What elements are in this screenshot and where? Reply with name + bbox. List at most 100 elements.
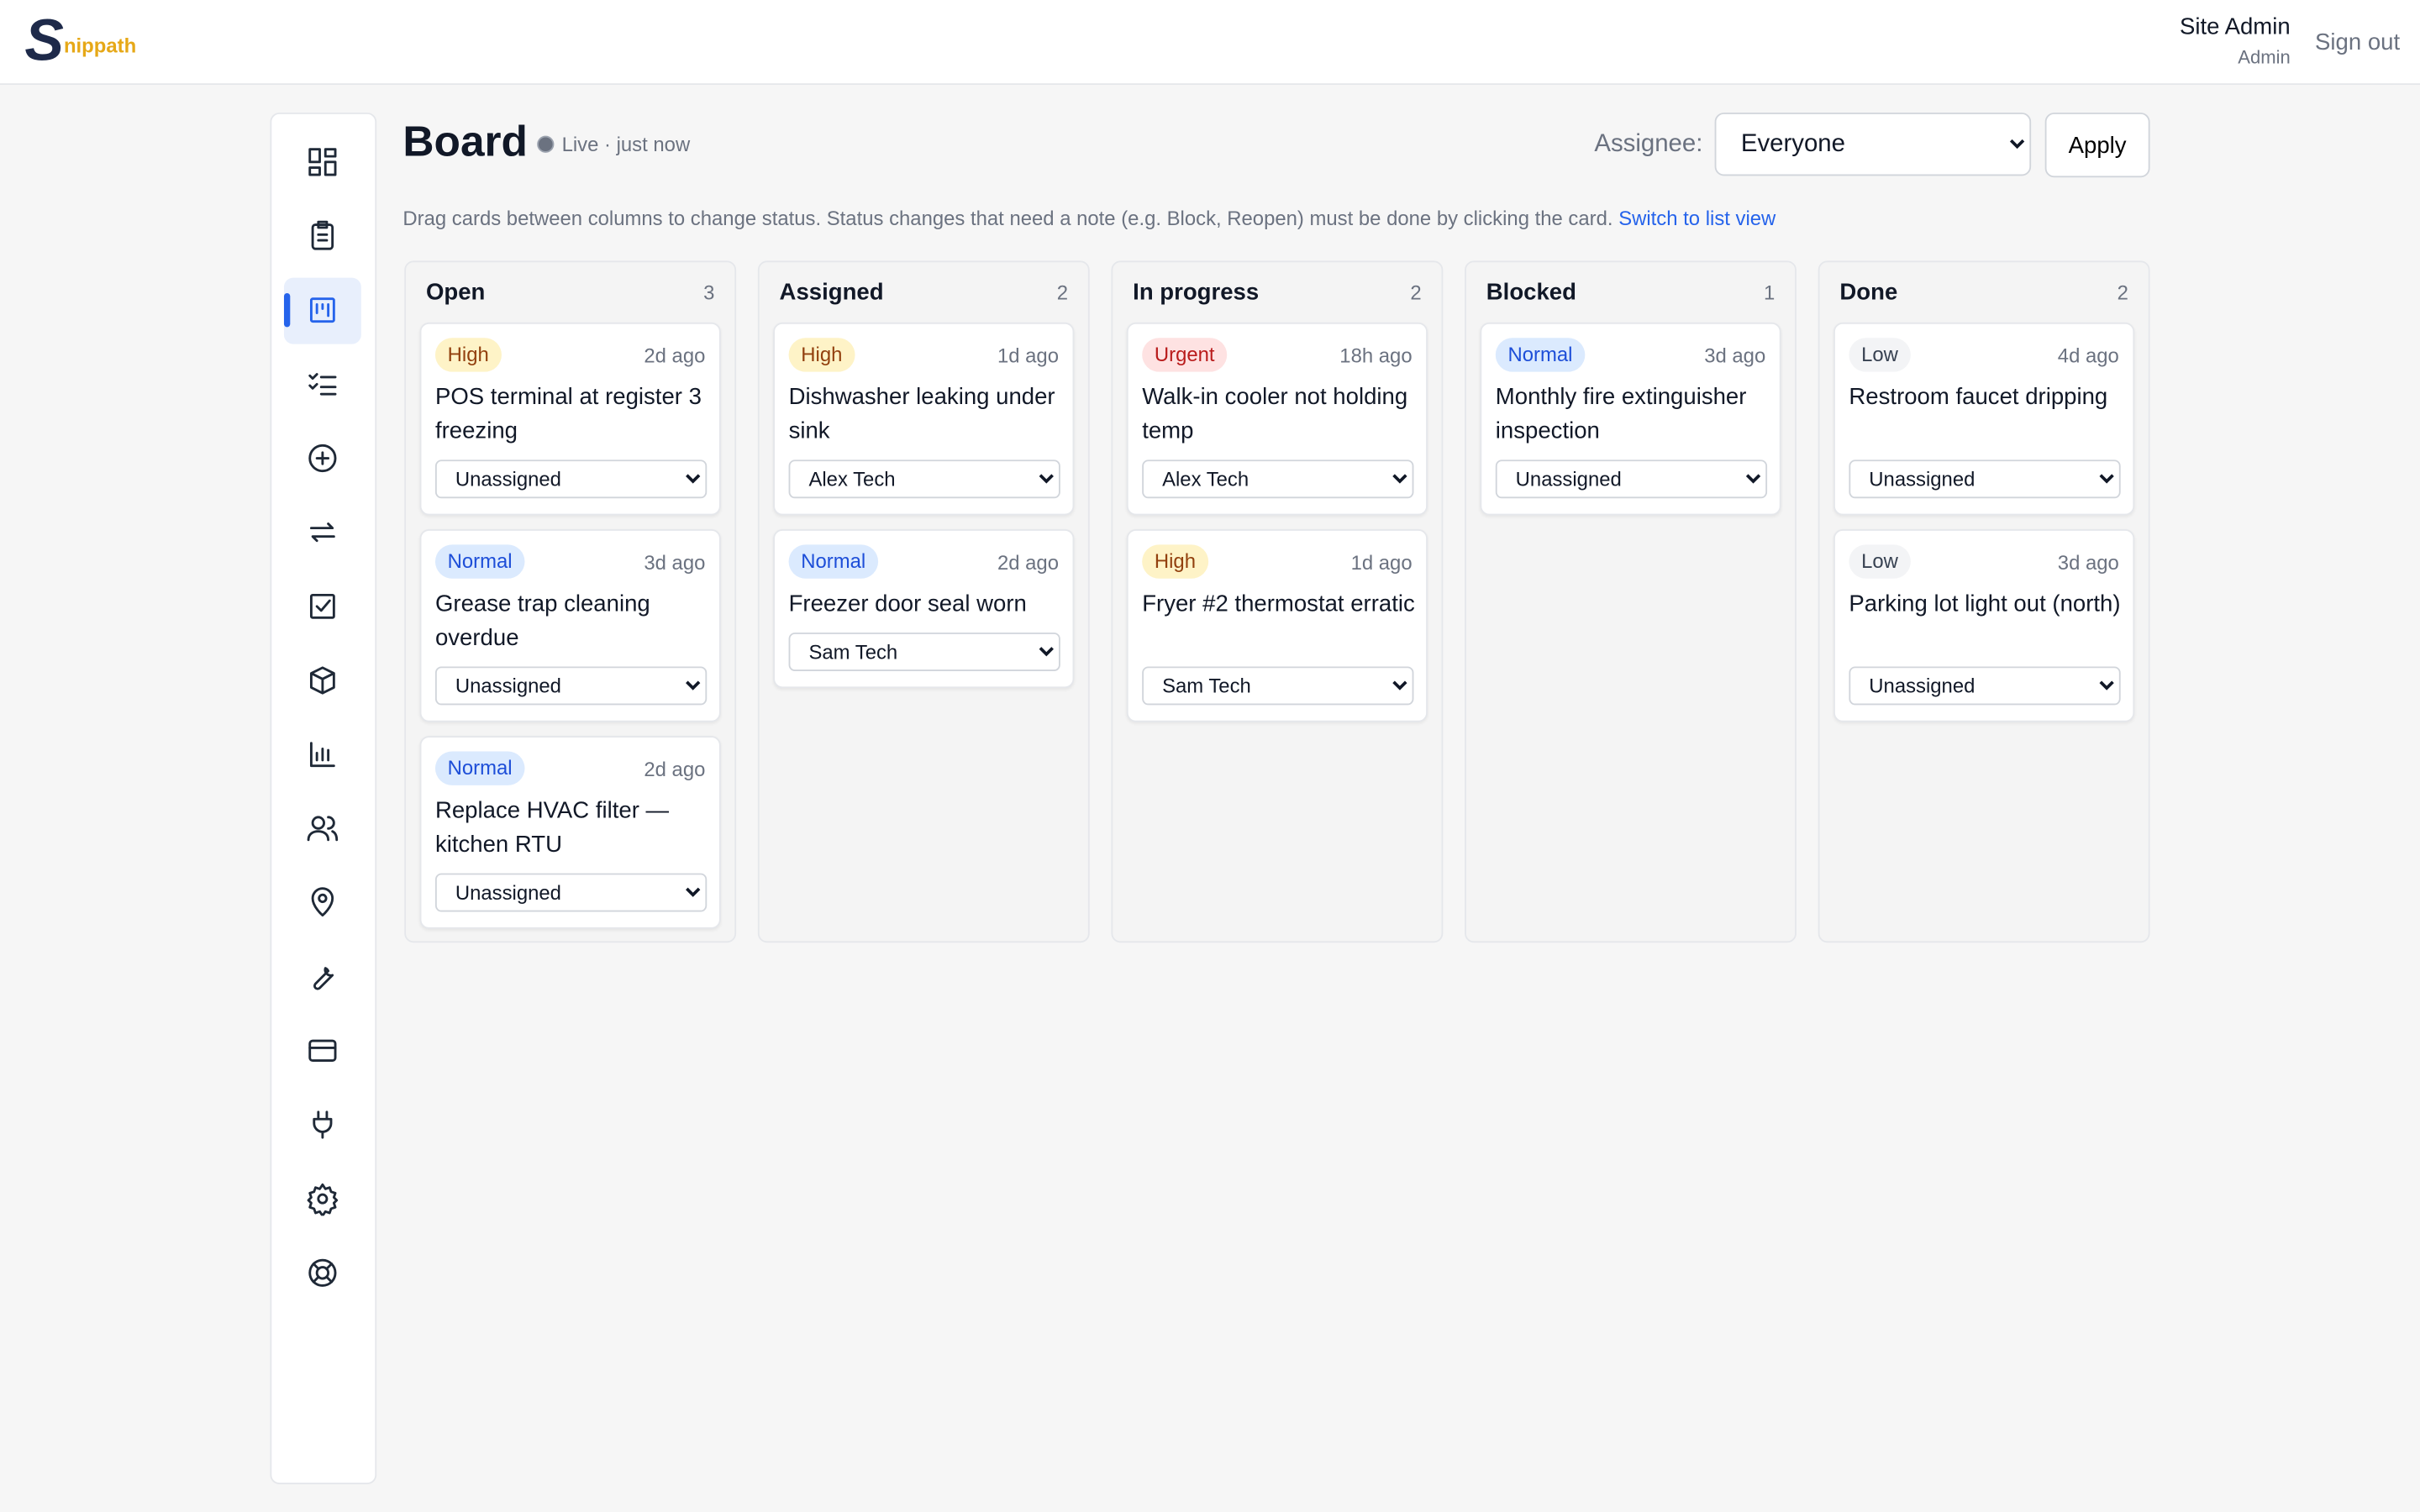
user-role: Admin — [2238, 46, 2291, 68]
nav-tools[interactable] — [306, 959, 339, 993]
ticket-card[interactable]: Low 4d ago Restroom faucet dripping Unassig… — [1833, 322, 2135, 516]
ticket-title: Grease trap cleaning overdue — [434, 591, 650, 652]
ticket-title: Monthly fire extinguisher inspection — [1495, 384, 1747, 444]
active-item — [283, 277, 361, 344]
assignee-select[interactable]: Sam Tech — [788, 633, 1060, 671]
column-title: Open — [425, 279, 486, 306]
nav-locations[interactable] — [306, 885, 339, 919]
live-dot — [537, 135, 555, 153]
column: Blocked 1 Normal 3d ago Monthly fire extingu… — [1465, 260, 1797, 943]
ticket-title: Restroom faucet dripping — [1849, 384, 2108, 411]
assignee-select[interactable]: Alex Tech — [1142, 459, 1414, 499]
column-count: 2 — [2117, 281, 2128, 304]
ticket-age: 1d ago — [997, 344, 1060, 368]
live-status: Live · just now — [537, 133, 690, 156]
priority-badge: Low — [1849, 544, 1911, 579]
priority-badge: Normal — [1495, 338, 1586, 372]
ticket-age: 2d ago — [997, 550, 1060, 575]
assignee-select[interactable]: Unassigned — [1495, 459, 1768, 499]
nav-create[interactable] — [306, 441, 339, 475]
user-name: Site Admin — [2179, 13, 2291, 40]
priority-badge: Urgent — [1142, 338, 1228, 372]
ticket-age: 4d ago — [2057, 344, 2119, 368]
ticket-age: 1d ago — [1350, 550, 1413, 575]
priority-badge: Normal — [788, 544, 878, 579]
nav-help[interactable] — [306, 1256, 339, 1289]
nav-settings[interactable] — [306, 1182, 339, 1216]
ticket-title: Freezer door seal worn — [788, 591, 1027, 617]
assignee-select[interactable]: Unassigned — [1849, 459, 2121, 499]
ticket-age: 3d ago — [644, 550, 706, 575]
column-count: 3 — [703, 281, 715, 304]
sign-out[interactable]: Sign out — [2315, 29, 2401, 56]
column-count: 2 — [1056, 281, 1069, 304]
ticket-card[interactable]: High 2d ago POS terminal at register 3 fre… — [419, 322, 721, 516]
nav-inventory[interactable] — [306, 664, 339, 697]
nav-tasks[interactable] — [306, 219, 339, 253]
nav-billing[interactable] — [306, 1034, 339, 1068]
list-view-link[interactable]: Switch to list view — [1618, 207, 1776, 230]
assignee-select[interactable]: Unassigned — [434, 459, 708, 499]
ticket-title: Parking lot light out (north) — [1849, 591, 2121, 617]
live-text: Live · just now — [561, 132, 691, 156]
ticket-age: 3d ago — [1704, 344, 1766, 368]
ticket-title: Fryer #2 thermostat erratic — [1142, 591, 1415, 617]
priority-badge: Normal — [434, 544, 525, 579]
assignee-select[interactable]: Sam Tech — [1142, 666, 1414, 706]
logo-text: nippath — [63, 34, 137, 57]
assignee-select[interactable]: Unassigned — [434, 873, 708, 912]
nav-dashboard[interactable] — [306, 145, 339, 179]
priority-badge: Normal — [434, 751, 525, 785]
ticket-age: 18h ago — [1339, 344, 1413, 368]
assignee-select[interactable]: Alex Tech — [788, 459, 1060, 499]
assignee-select[interactable]: Unassigned — [1849, 666, 2121, 706]
ticket-card[interactable]: Normal 3d ago Monthly fire extinguisher in… — [1480, 322, 1781, 516]
ticket-card[interactable]: High 1d ago Fryer #2 thermostat erratic Sam… — [1126, 529, 1428, 722]
column: Done 2 Low 4d ago Restroom faucet dripping Un… — [1818, 260, 2150, 943]
column-title: In progress — [1133, 279, 1260, 306]
page-title: Board — [402, 117, 528, 165]
column: Open 3 High 2d ago POS terminal at register … — [404, 260, 737, 943]
column-title: Assigned — [779, 279, 884, 306]
nav-approvals[interactable] — [306, 590, 339, 623]
ticket-age: 3d ago — [2057, 550, 2119, 575]
priority-badge: High — [1142, 544, 1208, 579]
ticket-card[interactable]: Low 3d ago Parking lot light out (north) Un… — [1833, 529, 2135, 722]
nav-integrations[interactable] — [306, 1108, 339, 1142]
ticket-title: Replace HVAC filter — kitchen RTU — [434, 797, 670, 858]
priority-badge: High — [434, 338, 502, 372]
ticket-title: POS terminal at register 3 freezing — [434, 384, 702, 444]
assignee-select[interactable]: Unassigned — [434, 666, 708, 706]
filter-label: Assignee: — [1594, 131, 1703, 158]
column: Assigned 2 High 1d ago Dishwasher leaking un… — [757, 260, 1090, 943]
ticket-card[interactable]: Normal 2d ago Replace HVAC filter — kitche… — [419, 736, 721, 929]
nav-reports[interactable] — [306, 738, 339, 771]
priority-badge: Low — [1849, 338, 1911, 372]
ticket-title: Dishwasher leaking under sink — [788, 384, 1055, 444]
active-indicator — [283, 292, 291, 328]
ticket-card[interactable]: High 1d ago Dishwasher leaking under sink A… — [773, 322, 1075, 516]
priority-badge: High — [788, 338, 855, 372]
column-count: 1 — [1763, 281, 1776, 304]
ticket-age: 2d ago — [644, 757, 706, 781]
logo-mark: S — [24, 9, 64, 75]
column-count: 2 — [1410, 281, 1422, 304]
nav-checklist[interactable] — [306, 367, 339, 401]
hint-text: Drag cards between columns to change sta… — [402, 207, 1613, 230]
nav-recurring[interactable] — [306, 515, 339, 549]
column-title: Blocked — [1486, 279, 1576, 306]
apply-button[interactable]: Apply — [2044, 113, 2150, 178]
nav-users[interactable] — [306, 811, 339, 845]
ticket-card[interactable]: Normal 3d ago Grease trap cleaning overdue… — [419, 529, 721, 722]
ticket-title: Walk-in cooler not holding temp — [1142, 384, 1408, 444]
column: In progress 2 Urgent 18h ago Walk-in cooler … — [1111, 260, 1444, 943]
assignee-filter[interactable]: Everyone — [1714, 113, 2032, 176]
sidebar — [270, 113, 377, 1484]
nav-board[interactable] — [306, 293, 339, 327]
ticket-card[interactable]: Urgent 18h ago Walk-in cooler not holding … — [1126, 322, 1428, 516]
ticket-card[interactable]: Normal 2d ago Freezer door seal worn Sam Te… — [773, 529, 1075, 689]
